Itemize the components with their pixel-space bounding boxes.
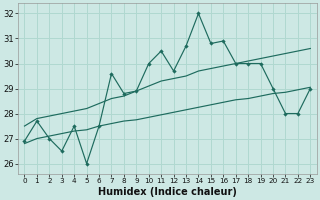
X-axis label: Humidex (Indice chaleur): Humidex (Indice chaleur) (98, 187, 237, 197)
